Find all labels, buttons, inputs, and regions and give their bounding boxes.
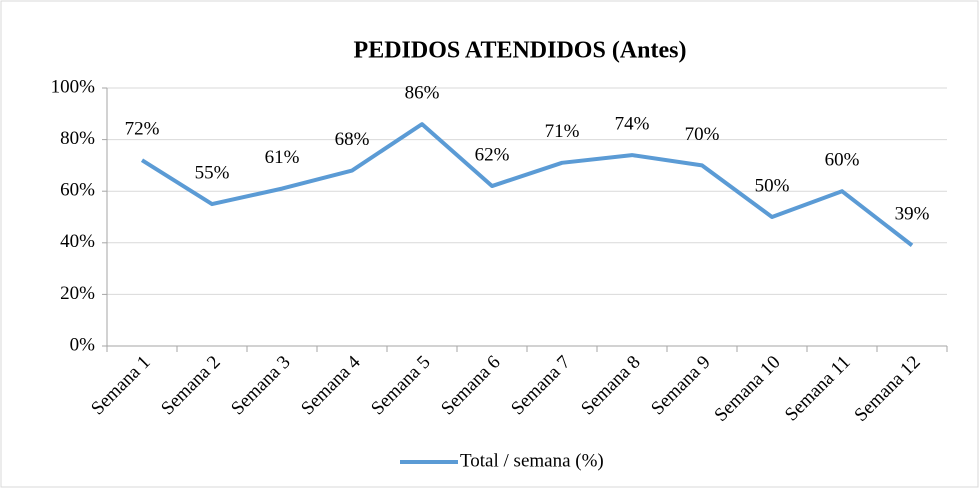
- data-label: 68%: [335, 129, 370, 150]
- y-tick-label: 80%: [60, 128, 95, 149]
- data-label: 70%: [685, 124, 720, 145]
- y-tick-label: 60%: [60, 180, 95, 201]
- data-label: 86%: [405, 82, 440, 103]
- line-series: [140, 122, 914, 247]
- data-label: 71%: [545, 121, 580, 142]
- y-tick-label: 100%: [51, 76, 96, 97]
- chart-title: PEDIDOS ATENDIDOS (Antes): [354, 38, 687, 64]
- legend-label: Total / semana (%): [460, 450, 604, 471]
- data-label: 50%: [755, 175, 790, 196]
- data-label: 62%: [475, 144, 510, 165]
- data-label: 61%: [265, 147, 300, 168]
- data-label: 60%: [825, 150, 860, 171]
- y-tick-label: 0%: [70, 334, 96, 355]
- y-tick-label: 40%: [60, 231, 95, 252]
- data-label: 39%: [895, 204, 930, 225]
- data-label: 72%: [125, 119, 160, 140]
- data-label: 74%: [615, 113, 650, 134]
- y-tick-label: 20%: [60, 283, 95, 304]
- data-label: 55%: [195, 162, 230, 183]
